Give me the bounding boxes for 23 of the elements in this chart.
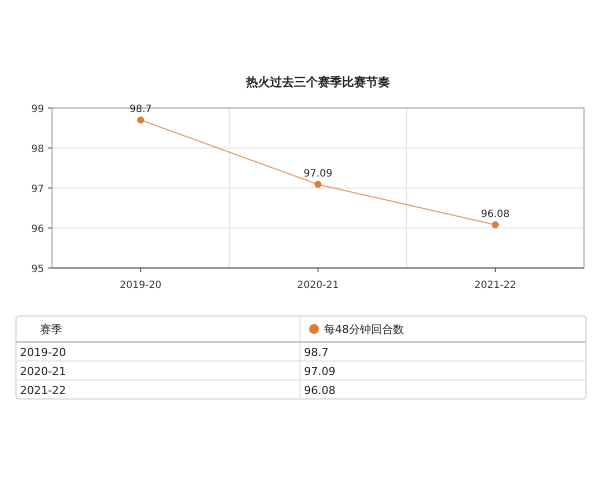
data-label: 97.09 (304, 365, 336, 378)
point (137, 116, 144, 124)
y-tick-label: 96 (31, 224, 44, 235)
x-tick-label: 2020-21 (297, 280, 339, 291)
y-tick-label: 99 (31, 104, 44, 115)
chart-title: 热火过去三个赛季比赛节奏 (245, 75, 390, 89)
y-tick-label: 97 (31, 184, 44, 195)
data-label: 97.09 (304, 168, 332, 180)
data-label: 98.7 (130, 104, 152, 115)
point (492, 221, 499, 228)
data-label: 98.7 (304, 346, 328, 359)
y-tick-label: 95 (31, 264, 44, 275)
legend-label: 每48分钟回合数 (324, 323, 404, 336)
category-label: 2019-20 (20, 346, 66, 359)
data-label: 96.08 (481, 208, 510, 220)
data-label: 96.08 (304, 384, 336, 397)
text: 赛季 (40, 323, 62, 336)
y-tick-label: 98 (31, 144, 44, 155)
point (314, 180, 322, 188)
x-tick-label: 2019-20 (120, 280, 162, 291)
category-label: 2021-22 (20, 384, 66, 397)
x-tick-label: 2021-22 (474, 280, 516, 291)
category-label: 2020-21 (20, 365, 66, 378)
